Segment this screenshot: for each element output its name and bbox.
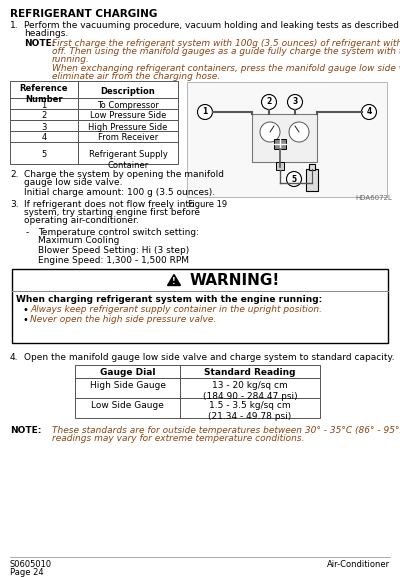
- Bar: [276, 162, 284, 170]
- Circle shape: [198, 104, 212, 119]
- Text: system, try starting engine first before: system, try starting engine first before: [24, 208, 200, 217]
- Text: 4: 4: [366, 107, 372, 117]
- Text: If refrigerant does not flow freely into: If refrigerant does not flow freely into: [24, 200, 194, 209]
- Text: operating air-conditioner.: operating air-conditioner.: [24, 216, 139, 225]
- Text: headings.: headings.: [24, 29, 68, 38]
- Text: When exchanging refrigerant containers, press the manifold gauge low side valve : When exchanging refrigerant containers, …: [52, 64, 400, 73]
- Text: Maximum Cooling: Maximum Cooling: [38, 236, 119, 245]
- Bar: [75, 365, 180, 378]
- Text: HDA6072L: HDA6072L: [355, 195, 392, 201]
- Text: Standard Reading: Standard Reading: [204, 368, 296, 377]
- Text: 5: 5: [41, 150, 47, 159]
- Text: NOTE:: NOTE:: [24, 39, 55, 48]
- Text: running.: running.: [52, 55, 90, 64]
- Bar: [187, 82, 387, 197]
- Bar: [274, 139, 286, 149]
- Text: Description: Description: [101, 87, 155, 96]
- Text: 1: 1: [202, 107, 208, 117]
- Bar: [78, 109, 178, 120]
- Bar: [10, 81, 78, 98]
- Text: 3: 3: [41, 122, 47, 132]
- Text: Air-Conditioner: Air-Conditioner: [327, 560, 390, 569]
- Text: Reference
Number: Reference Number: [20, 84, 68, 104]
- Circle shape: [260, 122, 280, 142]
- Bar: [306, 169, 318, 191]
- Bar: [10, 98, 78, 109]
- Bar: [78, 98, 178, 109]
- Bar: [10, 142, 78, 164]
- Text: High Pressure Side: High Pressure Side: [88, 122, 168, 132]
- Text: From Receiver: From Receiver: [98, 133, 158, 143]
- Text: Gauge Dial: Gauge Dial: [100, 368, 155, 377]
- Bar: [75, 378, 180, 398]
- Bar: [78, 120, 178, 131]
- Text: Page 24: Page 24: [10, 568, 44, 577]
- Circle shape: [262, 95, 276, 110]
- Text: Low Side Gauge: Low Side Gauge: [91, 401, 164, 410]
- Text: S0605010: S0605010: [10, 560, 52, 569]
- Text: •: •: [22, 315, 28, 325]
- Bar: [78, 131, 178, 142]
- Text: Always keep refrigerant supply container in the upright position.: Always keep refrigerant supply container…: [30, 305, 322, 314]
- Text: Refrigerant Supply
Container: Refrigerant Supply Container: [88, 150, 168, 170]
- Circle shape: [289, 122, 309, 142]
- Text: 2: 2: [41, 111, 47, 121]
- Bar: [78, 142, 178, 164]
- Text: First charge the refrigerant system with 100g (3.5 ounces) of refrigerant with t: First charge the refrigerant system with…: [52, 39, 400, 48]
- Text: Blower Speed Setting: Hi (3 step): Blower Speed Setting: Hi (3 step): [38, 246, 189, 255]
- Circle shape: [362, 104, 376, 119]
- Bar: [10, 109, 78, 120]
- Bar: [10, 131, 78, 142]
- Text: 4.: 4.: [10, 353, 18, 362]
- Bar: [12, 269, 388, 343]
- Text: When charging refrigerant system with the engine running:: When charging refrigerant system with th…: [16, 295, 322, 304]
- Text: Initial charge amount: 100 g (3.5 ounces).: Initial charge amount: 100 g (3.5 ounces…: [24, 188, 215, 197]
- Text: Low Pressure Side: Low Pressure Side: [90, 111, 166, 121]
- Text: 3.: 3.: [10, 200, 19, 209]
- Text: 4: 4: [41, 133, 47, 143]
- Text: These standards are for outside temperatures between 30° - 35°C (86° - 95°F). Th: These standards are for outside temperat…: [52, 426, 400, 435]
- Text: High Side Gauge: High Side Gauge: [90, 381, 166, 390]
- Bar: [309, 164, 315, 170]
- Text: 5: 5: [292, 174, 296, 183]
- Text: Perform the vacuuming procedure, vacuum holding and leaking tests as described i: Perform the vacuuming procedure, vacuum …: [24, 21, 400, 30]
- Text: •: •: [22, 305, 28, 315]
- Text: REFRIGERANT CHARGING: REFRIGERANT CHARGING: [10, 9, 157, 19]
- Bar: [78, 81, 178, 98]
- Circle shape: [286, 171, 302, 186]
- Text: Never open the high side pressure valve.: Never open the high side pressure valve.: [30, 315, 216, 324]
- Text: To Compressor: To Compressor: [97, 100, 159, 110]
- Text: 13 - 20 kg/sq cm
(184.90 - 284.47 psi): 13 - 20 kg/sq cm (184.90 - 284.47 psi): [203, 381, 297, 401]
- Bar: [180, 398, 320, 418]
- Text: 2.: 2.: [10, 170, 18, 179]
- Bar: [180, 365, 320, 378]
- Bar: [252, 114, 317, 162]
- Text: Temperature control switch setting:: Temperature control switch setting:: [38, 228, 199, 237]
- Text: gauge low side valve.: gauge low side valve.: [24, 178, 122, 187]
- Text: 3: 3: [292, 98, 298, 107]
- Text: Charge the system by opening the manifold: Charge the system by opening the manifol…: [24, 170, 224, 179]
- Text: readings may vary for extreme temperature conditions.: readings may vary for extreme temperatur…: [52, 434, 304, 443]
- Text: Figure 19: Figure 19: [188, 200, 227, 209]
- Text: Open the manifold gauge low side valve and charge system to standard capacity.: Open the manifold gauge low side valve a…: [24, 353, 394, 362]
- Text: Engine Speed: 1,300 - 1,500 RPM: Engine Speed: 1,300 - 1,500 RPM: [38, 256, 189, 265]
- Bar: [180, 378, 320, 398]
- Text: 2: 2: [266, 98, 272, 107]
- Bar: [10, 120, 78, 131]
- Text: NOTE:: NOTE:: [10, 426, 41, 435]
- Text: !: !: [172, 276, 176, 286]
- Bar: [75, 398, 180, 418]
- Polygon shape: [168, 275, 180, 286]
- Text: eliminate air from the charging hose.: eliminate air from the charging hose.: [52, 72, 220, 81]
- Text: 1.5 - 3.5 kg/sq cm
(21.34 - 49.78 psi): 1.5 - 3.5 kg/sq cm (21.34 - 49.78 psi): [208, 401, 292, 421]
- Text: 1: 1: [41, 100, 47, 110]
- Text: 1.: 1.: [10, 21, 19, 30]
- Text: WARNING!: WARNING!: [190, 273, 280, 288]
- Text: -: -: [26, 228, 29, 237]
- Circle shape: [288, 95, 302, 110]
- Text: off. Then using the manifold gauges as a guide fully charge the system with the : off. Then using the manifold gauges as a…: [52, 47, 400, 56]
